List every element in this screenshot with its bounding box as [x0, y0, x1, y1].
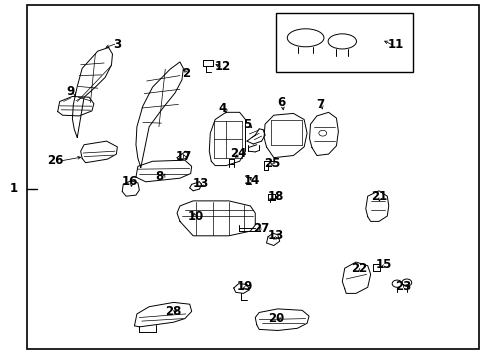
Text: 4: 4: [218, 102, 226, 114]
Text: 15: 15: [375, 258, 391, 271]
Text: 25: 25: [264, 157, 280, 170]
Text: 12: 12: [214, 60, 230, 73]
Text: 7: 7: [316, 98, 324, 111]
Text: 17: 17: [175, 150, 191, 163]
Bar: [276, 13, 412, 72]
Text: 13: 13: [267, 229, 284, 242]
Text: 27: 27: [253, 222, 269, 235]
Text: 13: 13: [192, 177, 208, 190]
Text: 16: 16: [121, 175, 138, 188]
Text: 22: 22: [350, 262, 367, 275]
Text: 6: 6: [277, 96, 285, 109]
Text: 14: 14: [243, 174, 260, 186]
Text: 8: 8: [155, 170, 163, 183]
Text: 23: 23: [394, 280, 411, 293]
Text: 10: 10: [187, 210, 203, 222]
Text: 5: 5: [243, 118, 250, 131]
Text: 9: 9: [67, 85, 75, 98]
Text: 24: 24: [230, 147, 246, 159]
Text: 3: 3: [113, 39, 121, 51]
Text: 20: 20: [267, 312, 284, 325]
Text: 19: 19: [236, 280, 252, 293]
Text: 2: 2: [182, 67, 189, 80]
Text: 1: 1: [10, 183, 18, 195]
Text: 18: 18: [267, 190, 284, 203]
Text: 11: 11: [387, 39, 404, 51]
Text: 21: 21: [370, 190, 386, 203]
Text: 26: 26: [47, 154, 63, 167]
Text: 28: 28: [165, 305, 182, 318]
